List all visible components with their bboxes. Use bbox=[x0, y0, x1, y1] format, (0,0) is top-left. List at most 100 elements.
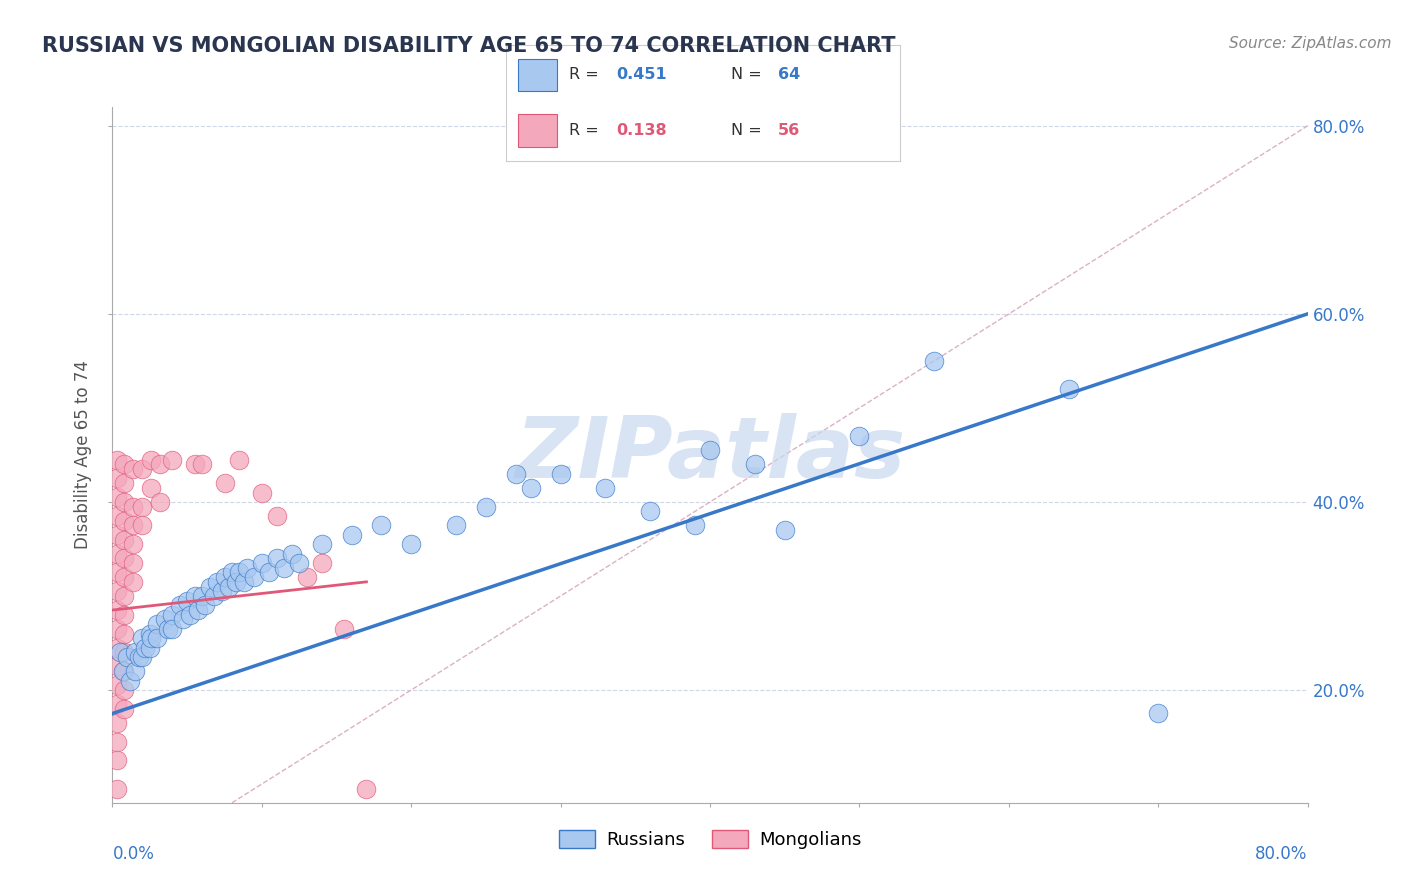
Point bbox=[281, 547, 304, 561]
Text: Source: ZipAtlas.com: Source: ZipAtlas.com bbox=[1229, 36, 1392, 51]
Point bbox=[595, 481, 617, 495]
Point bbox=[139, 640, 162, 655]
Point bbox=[162, 607, 183, 622]
Point bbox=[122, 462, 145, 476]
Point bbox=[105, 640, 128, 655]
Point bbox=[1057, 382, 1080, 396]
Point bbox=[105, 528, 128, 542]
Point bbox=[114, 533, 135, 547]
Point bbox=[266, 509, 288, 524]
Point bbox=[243, 570, 266, 584]
Point bbox=[699, 443, 721, 458]
Point bbox=[105, 678, 128, 692]
Point bbox=[311, 537, 333, 551]
Point bbox=[288, 556, 311, 570]
Point bbox=[117, 650, 139, 665]
Point bbox=[105, 603, 128, 617]
Point bbox=[273, 560, 295, 574]
Point bbox=[520, 481, 543, 495]
Point bbox=[105, 490, 128, 504]
Point bbox=[105, 715, 128, 730]
Point bbox=[202, 589, 225, 603]
Point bbox=[773, 523, 796, 537]
Point bbox=[111, 664, 134, 678]
Point bbox=[638, 504, 662, 518]
Point bbox=[105, 622, 128, 636]
Point bbox=[176, 593, 198, 607]
Point bbox=[122, 556, 145, 570]
Point bbox=[187, 603, 209, 617]
Point bbox=[114, 589, 135, 603]
Point bbox=[139, 626, 162, 640]
FancyBboxPatch shape bbox=[517, 59, 557, 91]
Point bbox=[114, 458, 135, 472]
Point bbox=[191, 589, 214, 603]
Point bbox=[550, 467, 572, 481]
Point bbox=[225, 574, 247, 589]
Point bbox=[198, 580, 221, 594]
Point bbox=[259, 566, 281, 580]
Text: N =: N = bbox=[731, 67, 766, 82]
Point bbox=[108, 645, 131, 659]
Point bbox=[214, 476, 236, 491]
Point bbox=[114, 664, 135, 678]
Point bbox=[356, 781, 378, 796]
Point bbox=[105, 584, 128, 599]
Point bbox=[162, 452, 183, 467]
Point bbox=[149, 458, 172, 472]
Point bbox=[172, 612, 194, 626]
Point bbox=[128, 650, 150, 665]
FancyBboxPatch shape bbox=[517, 114, 557, 146]
Point bbox=[114, 702, 135, 716]
Point bbox=[922, 354, 945, 368]
Text: 0.0%: 0.0% bbox=[112, 845, 155, 863]
Text: R =: R = bbox=[569, 123, 605, 138]
Point bbox=[146, 617, 169, 632]
Text: R =: R = bbox=[569, 67, 605, 82]
Point bbox=[105, 659, 128, 673]
Point bbox=[114, 683, 135, 698]
Point bbox=[228, 452, 250, 467]
Point bbox=[134, 640, 156, 655]
Text: N =: N = bbox=[731, 123, 766, 138]
Point bbox=[105, 509, 128, 524]
Point bbox=[124, 645, 146, 659]
Point bbox=[205, 574, 228, 589]
Text: 64: 64 bbox=[778, 67, 800, 82]
Point bbox=[266, 551, 288, 566]
Point bbox=[340, 528, 363, 542]
Point bbox=[105, 547, 128, 561]
Point bbox=[295, 570, 318, 584]
Point bbox=[146, 632, 169, 646]
Point bbox=[228, 566, 250, 580]
Point bbox=[444, 518, 467, 533]
Point bbox=[214, 570, 236, 584]
Point bbox=[122, 574, 145, 589]
Text: 80.0%: 80.0% bbox=[1256, 845, 1308, 863]
Point bbox=[122, 518, 145, 533]
Point bbox=[141, 452, 163, 467]
Text: 56: 56 bbox=[778, 123, 800, 138]
Point bbox=[114, 570, 135, 584]
Point bbox=[120, 673, 142, 688]
Point bbox=[131, 632, 153, 646]
Point bbox=[114, 495, 135, 509]
Point bbox=[232, 574, 256, 589]
Point bbox=[122, 537, 145, 551]
Text: RUSSIAN VS MONGOLIAN DISABILITY AGE 65 TO 74 CORRELATION CHART: RUSSIAN VS MONGOLIAN DISABILITY AGE 65 T… bbox=[42, 36, 896, 55]
Text: 0.451: 0.451 bbox=[616, 67, 666, 82]
Point bbox=[124, 664, 146, 678]
Point bbox=[218, 580, 240, 594]
Point bbox=[250, 556, 273, 570]
Point bbox=[122, 500, 145, 514]
Point bbox=[169, 599, 191, 613]
Point bbox=[236, 560, 259, 574]
Point bbox=[505, 467, 527, 481]
Y-axis label: Disability Age 65 to 74: Disability Age 65 to 74 bbox=[75, 360, 93, 549]
Point bbox=[114, 551, 135, 566]
Point bbox=[105, 471, 128, 485]
Text: ZIPatlas: ZIPatlas bbox=[515, 413, 905, 497]
Point bbox=[131, 650, 153, 665]
Point bbox=[149, 495, 172, 509]
Point bbox=[114, 645, 135, 659]
